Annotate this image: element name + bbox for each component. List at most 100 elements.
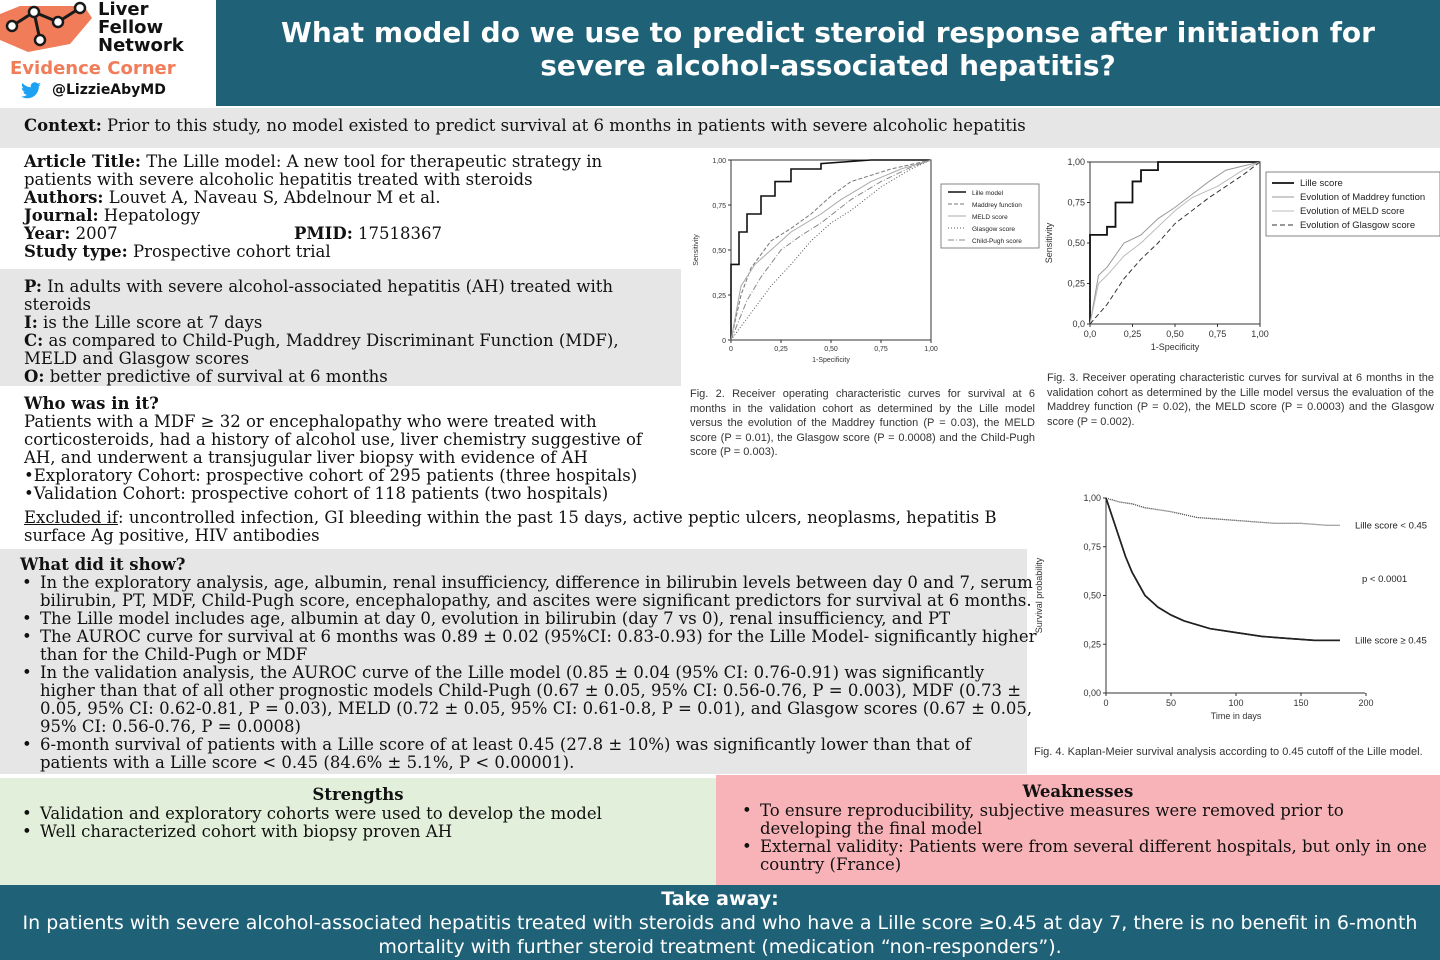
pico-c: as compared to Child-Pugh, Maddrey Discr…: [24, 331, 619, 368]
result-item: The Lille model includes age, albumin at…: [22, 610, 1042, 629]
journal: Hepatology: [98, 206, 201, 225]
year-label: Year:: [24, 224, 71, 243]
x-tick-label: 0,25: [774, 346, 788, 353]
fig3-caption: Fig. 3. Receiver operating characteristi…: [1047, 372, 1434, 428]
fig2-roc-chart: 0 0,25 0,50 0,75 1,00 0 0,25 0,50 0,75 1,00 1-Spec…: [693, 158, 1040, 364]
twitter-bird-icon: [21, 82, 41, 99]
article-title-label: Article Title:: [24, 152, 141, 171]
results-heading-text: What did it show?: [20, 555, 186, 574]
legend-label: Evolution of Glasgow score: [1300, 220, 1415, 231]
x-tick-label: 150: [1293, 698, 1308, 708]
y-tick-label: 0,00: [1083, 688, 1101, 698]
weakness-item: External validity: Patients were from se…: [742, 838, 1440, 874]
series-line: [730, 159, 932, 341]
x-axis-label: Time in days: [1211, 711, 1262, 721]
y-tick-label: 0,25: [712, 293, 726, 300]
legend-label: Glasgow score: [972, 226, 1015, 233]
y-tick-label: 1,00: [1067, 157, 1085, 167]
x-tick-label: 50: [1166, 698, 1176, 708]
pmid: 17518367: [352, 224, 443, 243]
series-line: [1105, 497, 1340, 642]
pico-o: better predictive of survival at 6 month…: [44, 367, 388, 386]
y-axis-label: Sensitivity: [693, 234, 700, 266]
legend-label: Maddrey function: [972, 202, 1022, 209]
article-info: Article Title: The Lille model: A new to…: [24, 153, 674, 261]
y-tick-label: 0,75: [712, 203, 726, 210]
page-title: What model do we use to predict steroid …: [281, 16, 1375, 82]
validation-cohort: •Validation Cohort: prospective cohort o…: [24, 484, 609, 503]
series-line: [730, 159, 932, 341]
y-tick-label: 0,0: [1072, 319, 1085, 329]
x-tick-label: 0,75: [874, 346, 888, 353]
who-heading: Who was in it?: [24, 394, 159, 413]
study-type: Prospective cohort trial: [127, 242, 331, 261]
weaknesses-heading-text: Weaknesses: [1022, 782, 1134, 801]
x-tick-label: 0: [1103, 698, 1108, 708]
excluded-label: Excluded if: [24, 508, 119, 527]
y-tick-label: 0: [722, 338, 726, 345]
excluded-text: : uncontrolled infection, GI bleeding wi…: [24, 508, 997, 545]
evidence-corner-label: Evidence Corner: [10, 58, 176, 79]
fig3-roc-chart: 0,0 0,25 0,50 0,75 1,00 0,0 0,25 0,50 0,75 1,00 1-…: [1044, 157, 1440, 352]
legend-label: Evolution of MELD score: [1300, 206, 1405, 217]
twitter-handle[interactable]: @LizzieAbyMD: [52, 82, 166, 98]
plot-frame: [1089, 161, 1261, 325]
y-tick-label: 0,25: [1067, 279, 1085, 289]
legend-label: Lille model: [972, 190, 1004, 197]
y-axis-label: Survival probability: [1034, 557, 1044, 633]
x-tick-label: 0,50: [1166, 329, 1184, 339]
result-item: In the exploratory analysis, age, albumi…: [22, 574, 1042, 610]
weaknesses-list: To ensure reproducibility, subjective me…: [742, 802, 1440, 874]
who-body: Patients with a MDF ≥ 32 or encephalopat…: [24, 413, 674, 503]
legend-frame: [1265, 171, 1440, 237]
series-label: Lille score < 0.45: [1355, 520, 1427, 531]
results-list: In the exploratory analysis, age, albumi…: [22, 574, 1042, 772]
context-text: Context: Prior to this study, no model e…: [24, 117, 1424, 135]
strengths-list: Validation and exploratory cohorts were …: [22, 805, 720, 842]
pmid-label: PMID:: [294, 224, 353, 243]
exclusion-criteria: Excluded if: uncontrolled infection, GI …: [24, 509, 1004, 545]
y-tick-label: 0,75: [1067, 198, 1085, 208]
strength-item: Validation and exploratory cohorts were …: [22, 805, 720, 824]
authors: Louvet A, Naveau S, Abdelnour M et al.: [103, 188, 441, 207]
y-tick-label: 1,00: [1083, 493, 1101, 503]
takeaway-box: [0, 885, 1440, 960]
legend-label: Evolution of Maddrey function: [1300, 192, 1425, 203]
series-line: [730, 159, 932, 341]
context-section: [0, 108, 1440, 148]
series-line: [1105, 497, 1340, 642]
result-item: The AUROC curve for survival at 6 months…: [22, 628, 1042, 664]
logo-word-fellow: Fellow: [98, 17, 164, 38]
context-label: Context:: [24, 116, 102, 135]
pico-text: P: In adults with severe alcohol-associa…: [24, 278, 674, 386]
y-tick-label: 0,50: [1083, 591, 1101, 601]
series-label: Lille score ≥ 0.45: [1355, 635, 1427, 646]
pico-p-label: P:: [24, 277, 42, 296]
series-line: [1089, 161, 1261, 325]
pico-o-label: O:: [24, 367, 45, 386]
pico-c-label: C:: [24, 331, 44, 350]
takeaway-heading: Take away:: [661, 888, 779, 910]
result-item: 6-month survival of patients with a Lill…: [22, 736, 1042, 772]
legend-label: Lille score: [1300, 178, 1343, 189]
logo-word-liver: Liver: [98, 0, 149, 20]
pico-section: [0, 269, 681, 386]
pico-i-label: I:: [24, 313, 38, 332]
weaknesses-heading: Weaknesses: [716, 783, 1440, 801]
x-tick-label: 200: [1358, 698, 1373, 708]
p-value-annotation: p < 0.0001: [1362, 574, 1407, 585]
results-heading: What did it show?: [20, 556, 185, 574]
x-tick-label: 1,00: [1251, 329, 1269, 339]
pico-i: is the Lille score at 7 days: [37, 313, 263, 332]
weakness-item: To ensure reproducibility, subjective me…: [742, 802, 1440, 838]
x-axis-label: 1-Specificity: [1151, 342, 1200, 352]
takeaway-text: In patients with severe alcohol-associat…: [22, 912, 1418, 958]
series-line: [1105, 497, 1340, 526]
context-body: Prior to this study, no model existed to…: [101, 116, 1026, 135]
legend-label: Child-Pugh score: [972, 238, 1022, 245]
authors-label: Authors:: [24, 188, 104, 207]
logo-box: Liver Fellow Network Evidence Corner @Li…: [0, 0, 216, 106]
legend-label: MELD score: [972, 214, 1008, 221]
who-section: Who was in it?: [24, 395, 674, 413]
strengths-heading-text: Strengths: [312, 785, 404, 804]
